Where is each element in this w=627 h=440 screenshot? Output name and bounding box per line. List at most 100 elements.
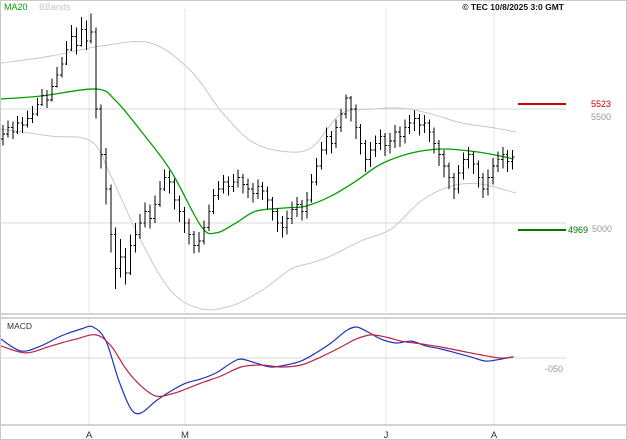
ohlc-bar [172,178,177,210]
ohlc-bar [368,142,373,168]
ohlc-bar [64,41,69,65]
ohlc-bar [74,27,79,55]
ohlc-bar [334,119,338,148]
ohlc-bar [50,78,54,102]
ohlc-bar [383,133,387,156]
ohlc-bar [471,151,476,175]
ohlc-bar [113,227,118,289]
ohlc-bar [417,113,422,136]
ohlc-bar [461,152,466,180]
ohlc-bar [94,27,98,119]
ohlc-bar [501,146,505,169]
ohlc-bar [11,121,15,139]
ohlc-bar [265,186,270,210]
ohlc-bar [148,204,152,229]
ma20-line [1,88,514,235]
ohlc-bar [25,110,30,128]
macd-macd-line [1,325,514,415]
ohlc-bar [197,232,201,253]
ohlc-bar [275,208,280,233]
ohlc-bar [442,150,446,178]
ohlc-bar [339,109,343,132]
ohlc-bar [363,139,368,172]
ohlc-bar [177,195,182,222]
ohlc-bar [393,125,397,148]
ohlc-bar [447,162,451,189]
macd-panel-label: MACD [7,321,33,331]
ohlc-bar [143,202,147,228]
ohlc-bar [388,133,392,154]
ohlc-bar [437,139,441,167]
ohlc-bar [285,210,289,235]
ohlc-bar [207,204,211,231]
ohlc-bar [162,169,167,192]
bollinger-lower-band [1,128,517,311]
ohlc-bar [241,174,245,194]
ohlc-bar [270,196,275,221]
ohlc-bar [432,127,436,154]
ohlc-bar [251,183,255,203]
ohlc-bar [55,67,59,88]
ohlc-bar [226,176,231,196]
ohlc-bar [481,172,485,198]
ohlc-bar [496,151,500,172]
ohlc-bar [187,218,191,245]
ohlc-bar [158,180,162,208]
ohlc-bar [349,96,353,122]
ohlc-bar [398,126,402,147]
ohlc-bar [109,184,113,253]
ohlc-bar [1,125,5,146]
ohlc-bar [280,216,285,238]
ohlc-bar [378,129,383,151]
ohlc-bar [260,181,265,201]
ohlc-bar [231,174,236,193]
ohlc-bar [104,147,108,205]
ohlc-bar [118,238,123,278]
x-axis-label: M [181,430,189,440]
ohlc-bar [153,195,157,223]
copyright-text: © TEC 10/8/2025 3:0 GMT [462,2,564,12]
ohlc-bar [466,146,471,169]
ohlc-bar [358,124,363,155]
resistance-label: 5523 [591,99,611,109]
ohlc-bar [246,178,250,198]
ohlc-bar [290,201,294,225]
ohlc-bar [60,56,64,78]
ohlc-bar [45,89,49,109]
ohlc-bar [476,160,481,188]
ohlc-bar [20,117,25,134]
ohlc-bar [309,174,314,203]
ohlc-bar [319,142,324,170]
ohlc-bar [505,150,510,172]
ohlc-bar [15,116,20,135]
legend-bbands: BBands [39,2,71,12]
ohlc-bar [167,170,172,194]
ohlc-bar [412,110,417,131]
ohlc-bar [30,105,35,123]
chart-legend: MA20 BBands [4,2,71,12]
ohlc-bar [300,200,304,221]
ohlc-bar [256,179,260,200]
ohlc-bar [35,97,40,117]
macd-scale-label: -050 [545,364,563,374]
x-axis-label: A [86,430,93,440]
ohlc-bar [491,158,495,185]
ohlc-bar [192,230,196,254]
macd-signal-line [1,334,514,398]
x-axis-label: A [491,430,498,440]
ohlc-bar [128,234,133,276]
ohlc-bar [89,13,93,44]
ohlc-bar [221,175,226,194]
price-gridline-label: 5500 [591,112,611,122]
ohlc-bar [354,104,358,139]
ohlc-bar [510,150,515,170]
ohlc-bar [6,120,10,138]
ohlc-bar [295,196,299,218]
ohlc-bar [324,127,329,155]
ohlc-bar [138,213,142,239]
ohlc-bar [123,247,128,285]
ohlc-bar [211,188,216,214]
ohlc-bar [452,172,456,200]
